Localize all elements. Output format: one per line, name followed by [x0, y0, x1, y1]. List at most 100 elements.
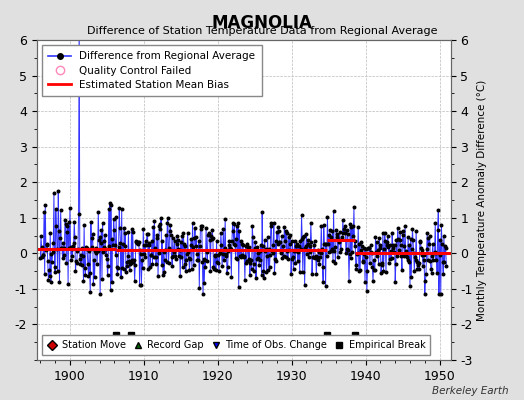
- Point: [282, 254, 290, 261]
- Point: [193, 257, 202, 264]
- Point: [215, 268, 223, 274]
- Point: [38, 254, 47, 260]
- Point: [307, 220, 315, 226]
- Point: [353, 250, 362, 256]
- Point: [149, 224, 157, 230]
- Point: [210, 266, 219, 272]
- Point: [265, 263, 274, 270]
- Point: [202, 225, 210, 231]
- Point: [303, 241, 312, 248]
- Point: [58, 255, 67, 261]
- Point: [181, 243, 189, 250]
- Point: [309, 254, 318, 260]
- Point: [334, 254, 342, 260]
- Point: [366, 259, 374, 266]
- Point: [54, 188, 62, 194]
- Point: [416, 237, 424, 244]
- Point: [362, 254, 370, 260]
- Point: [37, 233, 45, 240]
- Point: [191, 243, 200, 249]
- Point: [148, 238, 156, 244]
- Point: [310, 238, 319, 245]
- Point: [184, 255, 193, 261]
- Point: [238, 241, 247, 247]
- Point: [265, 246, 273, 252]
- Point: [167, 254, 176, 260]
- Point: [173, 246, 182, 252]
- Point: [351, 238, 359, 244]
- Point: [277, 248, 286, 254]
- Point: [401, 251, 410, 257]
- Point: [191, 225, 199, 232]
- Point: [103, 272, 112, 278]
- Point: [408, 246, 416, 252]
- Point: [334, 238, 343, 245]
- Point: [198, 223, 206, 230]
- Point: [383, 239, 391, 245]
- Point: [302, 230, 311, 237]
- Point: [131, 262, 139, 268]
- Point: [78, 262, 86, 268]
- Point: [250, 261, 258, 267]
- Point: [190, 262, 198, 268]
- Point: [95, 234, 104, 240]
- Point: [295, 243, 303, 250]
- Point: [381, 238, 389, 244]
- Point: [202, 248, 211, 255]
- Point: [266, 251, 275, 258]
- Point: [159, 272, 167, 279]
- Point: [359, 250, 368, 257]
- Point: [274, 224, 282, 230]
- Point: [368, 264, 377, 270]
- Point: [151, 254, 160, 260]
- Point: [328, 228, 336, 234]
- Point: [365, 245, 373, 251]
- Point: [234, 220, 242, 226]
- Point: [270, 270, 279, 276]
- Point: [65, 245, 73, 252]
- Point: [401, 223, 409, 229]
- Point: [196, 223, 205, 229]
- Point: [120, 225, 128, 231]
- Point: [376, 245, 385, 251]
- Point: [313, 256, 322, 263]
- Point: [413, 266, 422, 272]
- Point: [235, 228, 244, 234]
- Point: [200, 280, 209, 286]
- Point: [100, 243, 108, 250]
- Point: [232, 236, 241, 242]
- Point: [237, 252, 246, 258]
- Point: [427, 265, 435, 272]
- Point: [117, 206, 126, 212]
- Point: [88, 235, 96, 241]
- Point: [319, 278, 328, 285]
- Point: [346, 221, 354, 227]
- Point: [269, 242, 277, 248]
- Point: [70, 240, 78, 246]
- Point: [161, 256, 169, 263]
- Point: [209, 264, 217, 270]
- Point: [318, 245, 326, 252]
- Point: [289, 254, 297, 260]
- Point: [198, 258, 206, 265]
- Point: [229, 228, 237, 234]
- Point: [177, 254, 185, 260]
- Point: [134, 239, 142, 245]
- Point: [327, 234, 335, 240]
- Point: [375, 234, 384, 241]
- Point: [74, 210, 83, 217]
- Point: [215, 250, 224, 256]
- Point: [110, 216, 118, 222]
- Point: [134, 241, 143, 248]
- Point: [188, 220, 196, 226]
- Point: [278, 255, 287, 262]
- Point: [380, 246, 388, 253]
- Point: [77, 252, 85, 258]
- Point: [300, 282, 309, 288]
- Point: [432, 250, 441, 256]
- Point: [241, 276, 249, 283]
- Point: [212, 267, 220, 273]
- Point: [367, 249, 375, 255]
- Point: [108, 236, 117, 242]
- Point: [345, 251, 354, 258]
